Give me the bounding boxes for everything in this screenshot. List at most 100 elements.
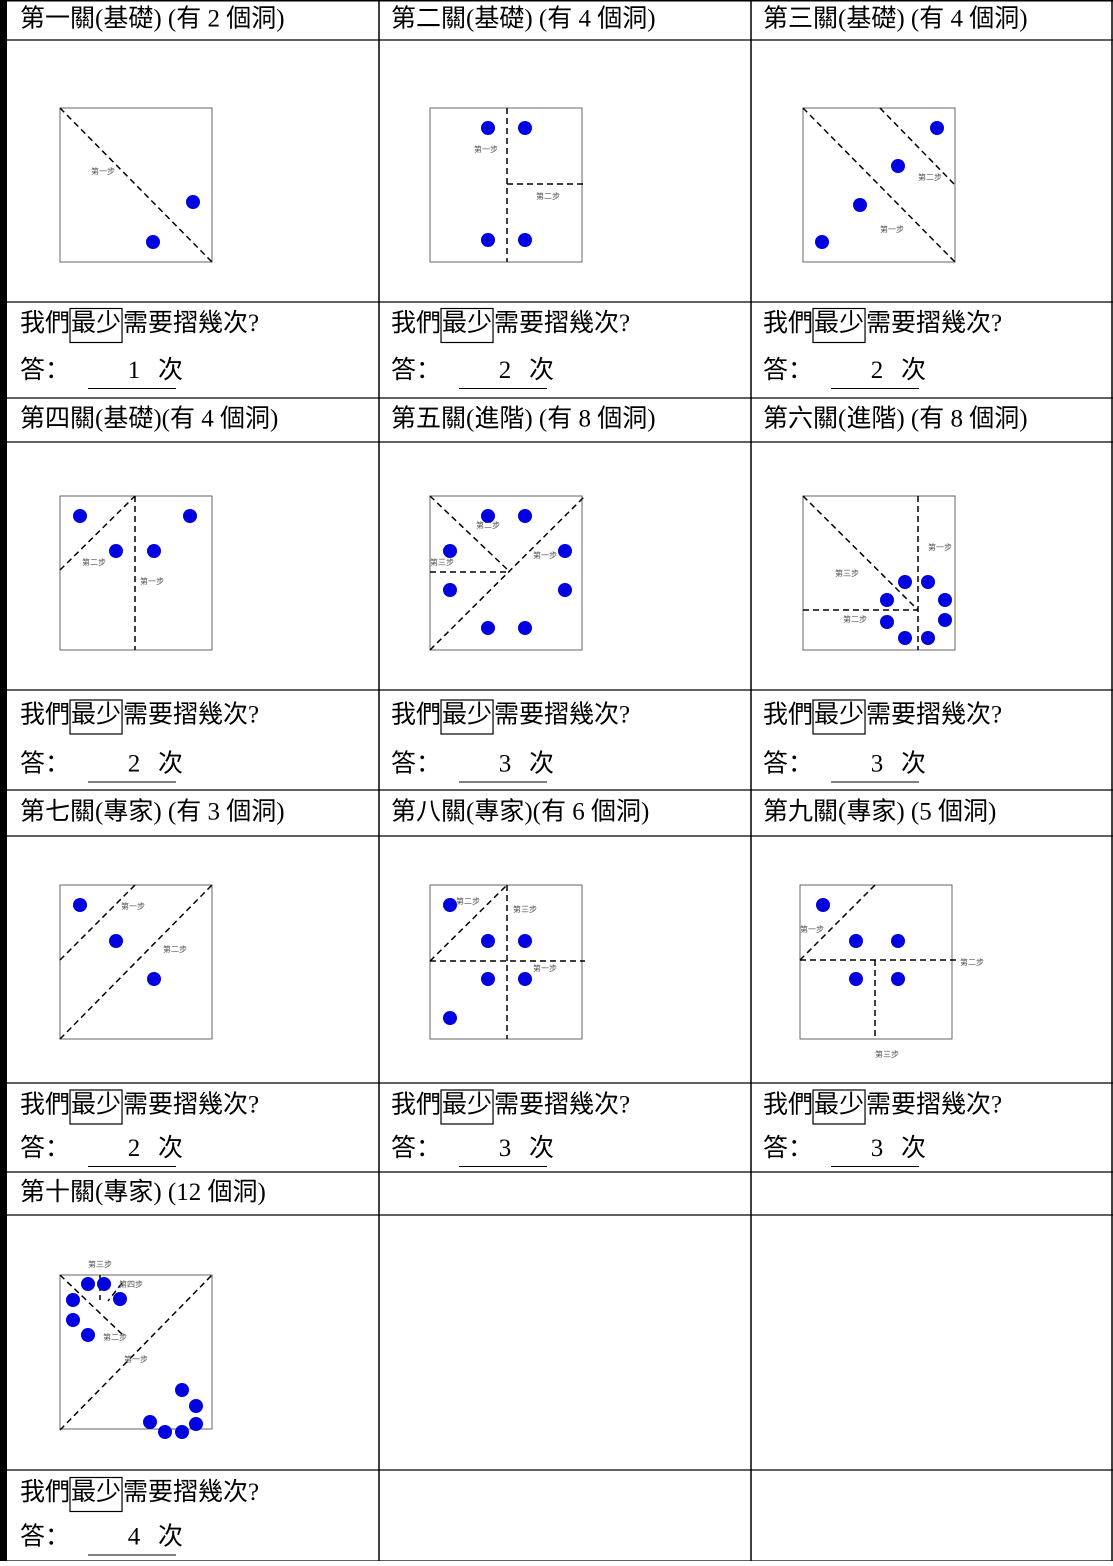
hole	[443, 898, 457, 912]
paper-square	[59, 1274, 213, 1430]
answer-label: 答：	[763, 750, 813, 778]
step-label: 第二步	[82, 557, 106, 567]
answer-unit: 次	[529, 356, 554, 384]
fold-line	[879, 107, 956, 186]
step-label: 第一步	[124, 1354, 148, 1364]
hole	[81, 1277, 95, 1291]
fold-line	[802, 107, 956, 263]
hole	[66, 1313, 80, 1327]
emphasis-box	[69, 1476, 123, 1513]
hole	[891, 972, 905, 986]
step-label: 第三步	[430, 557, 454, 567]
hole	[481, 934, 495, 948]
question-text: 需要摺幾次?	[866, 1091, 1002, 1119]
hole	[518, 121, 532, 135]
question-text: 需要摺幾次?	[494, 701, 630, 729]
answer-label: 答：	[20, 356, 70, 384]
answer-value: 3	[499, 751, 512, 778]
answer-unit: 次	[158, 356, 183, 384]
fold-line	[59, 1274, 213, 1431]
question-text: 我們	[763, 1091, 813, 1119]
step-label: 第二步	[918, 172, 942, 182]
answer-value: 3	[871, 1135, 884, 1162]
hole	[880, 615, 894, 629]
hole	[481, 509, 495, 523]
question-text: 我們	[391, 309, 441, 337]
hole	[109, 934, 123, 948]
step-label: 第一步	[474, 144, 498, 154]
hole	[113, 1292, 127, 1306]
fold-line	[59, 107, 213, 263]
step-label: 第二步	[843, 614, 867, 624]
question-emphasis: 最少	[71, 1092, 121, 1119]
question-text: 我們	[763, 701, 813, 729]
answer-value: 3	[871, 751, 884, 778]
hole	[73, 509, 87, 523]
fold-diagram: 第一步	[59, 107, 213, 263]
question-text: 需要摺幾次?	[123, 1091, 259, 1119]
question-emphasis: 最少	[814, 702, 864, 729]
question-emphasis: 最少	[442, 1092, 492, 1119]
step-label: 第一步	[533, 963, 557, 973]
hole	[558, 583, 572, 597]
hole	[443, 544, 457, 558]
hole	[816, 898, 830, 912]
emphasis-box	[812, 307, 866, 344]
answer-value: 2	[128, 751, 141, 778]
fold-line	[107, 1282, 123, 1302]
question-emphasis: 最少	[442, 702, 492, 729]
fold-line	[429, 884, 508, 962]
hole	[81, 1328, 95, 1342]
puzzle-title: 第三關(基礎) (有 4 個洞)	[763, 5, 1028, 33]
paper-square	[802, 107, 956, 263]
answer-unit: 次	[529, 1134, 554, 1162]
question-text: 需要摺幾次?	[866, 701, 1002, 729]
answer-value: 2	[499, 357, 512, 384]
puzzle-title: 第十關(專家) (12 個洞)	[20, 1178, 266, 1206]
answer-label: 答：	[20, 1523, 70, 1551]
question-text: 需要摺幾次?	[123, 701, 259, 729]
puzzle-title: 第九關(專家) (5 個洞)	[763, 798, 996, 826]
fold-line	[59, 495, 136, 571]
puzzle-title: 第七關(專家) (有 3 個洞)	[20, 798, 285, 826]
answer-value: 3	[499, 1135, 512, 1162]
step-label: 第一步	[91, 166, 115, 176]
hole	[921, 575, 935, 589]
answer-value: 1	[128, 357, 141, 384]
hole	[518, 233, 532, 247]
question-text: 需要摺幾次?	[123, 309, 259, 337]
fold-line	[429, 495, 511, 573]
hole	[109, 544, 123, 558]
step-label: 第四步	[119, 1279, 143, 1289]
hole	[175, 1383, 189, 1397]
hole	[481, 621, 495, 635]
answer-unit: 次	[901, 356, 926, 384]
hole	[558, 544, 572, 558]
puzzle-title: 第六關(進階) (有 8 個洞)	[763, 405, 1028, 433]
question-text: 我們	[20, 309, 70, 337]
fold-line	[59, 884, 213, 1040]
puzzle-title: 第四關(基礎)(有 4 個洞)	[20, 405, 278, 433]
puzzle-title: 第二關(基礎) (有 4 個洞)	[391, 5, 656, 33]
hole	[143, 1415, 157, 1429]
step-label: 第二步	[476, 520, 500, 530]
question-text: 需要摺幾次?	[494, 1091, 630, 1119]
question-text: 我們	[20, 1478, 70, 1506]
hole	[97, 1277, 111, 1291]
hole	[518, 934, 532, 948]
hole	[849, 934, 863, 948]
fold-line	[59, 1274, 126, 1338]
question-emphasis: 最少	[71, 310, 121, 337]
answer-unit: 次	[158, 750, 183, 778]
paper-square	[429, 495, 583, 651]
hole	[853, 198, 867, 212]
step-label: 第二步	[103, 1332, 127, 1342]
fold-line	[799, 884, 876, 961]
hole	[815, 235, 829, 249]
emphasis-box	[69, 699, 123, 735]
step-label: 第三步	[875, 1049, 899, 1059]
answer-unit: 次	[901, 750, 926, 778]
question-text: 我們	[391, 701, 441, 729]
